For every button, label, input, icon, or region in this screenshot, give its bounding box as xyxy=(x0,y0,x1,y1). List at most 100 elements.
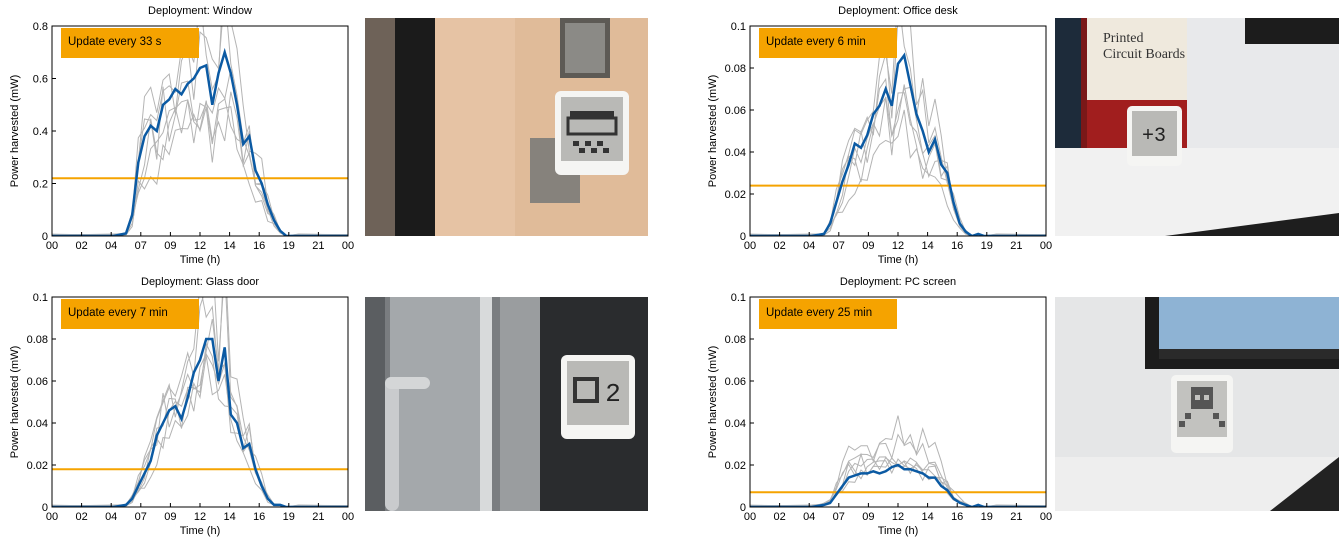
x-tick-label: 07 xyxy=(833,511,845,523)
x-tick-label: 04 xyxy=(803,511,815,523)
x-tick-label: 00 xyxy=(46,511,58,523)
svg-text:Circuit Boards: Circuit Boards xyxy=(1103,47,1185,62)
mean-power-line xyxy=(52,47,348,236)
chart-glass-door: Deployment: Glass door Update every 7 min… xyxy=(0,271,360,542)
x-tick-label: 04 xyxy=(105,511,117,523)
plot-area xyxy=(52,26,348,236)
x-tick-label: 00 xyxy=(1040,511,1052,523)
chart-svg: Deployment: PC screen Update every 25 min… xyxy=(707,276,1052,537)
daily-trace-line xyxy=(52,297,348,507)
y-tick-label: 0.06 xyxy=(725,105,746,117)
x-tick-label: 02 xyxy=(773,511,785,523)
y-axis-label: Power harvested (mW) xyxy=(707,75,719,187)
annotation-label: Update every 7 min xyxy=(68,307,168,319)
x-tick-label: 19 xyxy=(981,240,993,252)
x-tick-label: 21 xyxy=(312,240,324,252)
x-tick-label: 19 xyxy=(283,511,295,523)
y-tick-label: 0.08 xyxy=(725,63,746,75)
x-tick-label: 00 xyxy=(342,511,354,523)
y-tick-label: 0.04 xyxy=(725,147,746,159)
y-axis-label: Power harvested (mW) xyxy=(9,346,21,458)
chart-title: Deployment: Glass door xyxy=(141,276,259,288)
y-tick-label: 0 xyxy=(42,502,48,514)
y-tick-label: 0 xyxy=(740,502,746,514)
x-tick-label: 00 xyxy=(744,511,756,523)
y-tick-label: 0.08 xyxy=(725,334,746,346)
x-tick-label: 00 xyxy=(744,240,756,252)
chart-svg: Deployment: Window Update every 33 s 00 02 0… xyxy=(9,5,354,266)
y-tick-label: 0 xyxy=(740,231,746,243)
x-tick-label: 04 xyxy=(105,240,117,252)
x-tick-label: 09 xyxy=(862,240,874,252)
x-tick-label: 07 xyxy=(833,240,845,252)
x-tick-label: 16 xyxy=(951,240,963,252)
x-tick-label: 16 xyxy=(951,511,963,523)
mean-power-line xyxy=(52,337,348,507)
y-tick-label: 0.1 xyxy=(731,21,746,33)
daily-trace-line xyxy=(52,69,348,236)
annotation-box xyxy=(759,299,897,329)
x-axis-label: Time (h) xyxy=(180,525,221,537)
chart-office-desk: Deployment: Office desk Update every 6 mi… xyxy=(698,0,1058,270)
x-tick-label: 07 xyxy=(135,240,147,252)
y-tick-label: 0.2 xyxy=(33,179,48,191)
x-tick-label: 19 xyxy=(283,240,295,252)
y-tick-label: 0.02 xyxy=(725,460,746,472)
x-tick-label: 09 xyxy=(164,240,176,252)
daily-trace-line xyxy=(750,452,1046,507)
annotation-label: Update every 6 min xyxy=(766,36,866,48)
y-tick-label: 0.02 xyxy=(27,460,48,472)
chart-title: Deployment: Window xyxy=(148,5,252,17)
annotation-box xyxy=(61,28,199,58)
x-tick-label: 21 xyxy=(312,511,324,523)
daily-trace-line xyxy=(52,355,348,507)
plot-area xyxy=(750,26,1046,236)
chart-title: Deployment: Office desk xyxy=(838,5,958,17)
photo-glass-door-deployment: 2 xyxy=(365,297,648,511)
plot-area xyxy=(52,297,348,507)
x-tick-label: 16 xyxy=(253,240,265,252)
x-tick-label: 21 xyxy=(1010,511,1022,523)
photo-office-desk-deployment: Printed Circuit Boards +3 xyxy=(1055,18,1339,236)
y-tick-label: 0.06 xyxy=(725,376,746,388)
x-tick-label: 12 xyxy=(892,240,904,252)
photo-pc-screen-deployment xyxy=(1055,297,1339,511)
y-tick-label: 0.04 xyxy=(27,418,48,430)
x-tick-label: 02 xyxy=(75,511,87,523)
y-tick-label: 0.04 xyxy=(725,418,746,430)
x-tick-label: 00 xyxy=(342,240,354,252)
daily-trace-line xyxy=(52,352,348,507)
x-tick-label: 00 xyxy=(1040,240,1052,252)
svg-text:2: 2 xyxy=(605,379,621,409)
x-tick-label: 02 xyxy=(773,240,785,252)
x-tick-label: 19 xyxy=(981,511,993,523)
chart-title: Deployment: PC screen xyxy=(840,276,956,288)
daily-trace-line xyxy=(750,433,1046,507)
chart-window: Deployment: Window Update every 33 s 00 02 0… xyxy=(0,0,360,270)
y-tick-label: 0.4 xyxy=(33,126,48,138)
x-tick-label: 02 xyxy=(75,240,87,252)
daily-trace-line xyxy=(750,84,1046,236)
annotation-label: Update every 33 s xyxy=(68,36,162,48)
chart-pc-screen: Deployment: PC screen Update every 25 min… xyxy=(698,271,1058,542)
y-tick-label: 0.6 xyxy=(33,74,48,86)
x-tick-label: 12 xyxy=(194,240,206,252)
daily-trace-line xyxy=(750,92,1046,236)
photo-window-deployment xyxy=(365,18,648,236)
x-tick-label: 12 xyxy=(194,511,206,523)
x-tick-label: 14 xyxy=(921,511,933,523)
daily-trace-line xyxy=(52,106,348,236)
x-tick-label: 09 xyxy=(862,511,874,523)
annotation-label: Update every 25 min xyxy=(766,307,872,319)
x-tick-label: 21 xyxy=(1010,240,1022,252)
x-tick-label: 09 xyxy=(164,511,176,523)
chart-svg: Deployment: Glass door Update every 7 min… xyxy=(9,276,354,537)
x-tick-label: 14 xyxy=(921,240,933,252)
y-tick-label: 0.1 xyxy=(731,292,746,304)
y-tick-label: 0.8 xyxy=(33,21,48,33)
x-axis-label: Time (h) xyxy=(878,525,919,537)
annotation-box xyxy=(759,28,897,58)
x-tick-label: 00 xyxy=(46,240,58,252)
chart-svg: Deployment: Office desk Update every 6 mi… xyxy=(707,5,1052,266)
x-tick-label: 14 xyxy=(223,240,235,252)
